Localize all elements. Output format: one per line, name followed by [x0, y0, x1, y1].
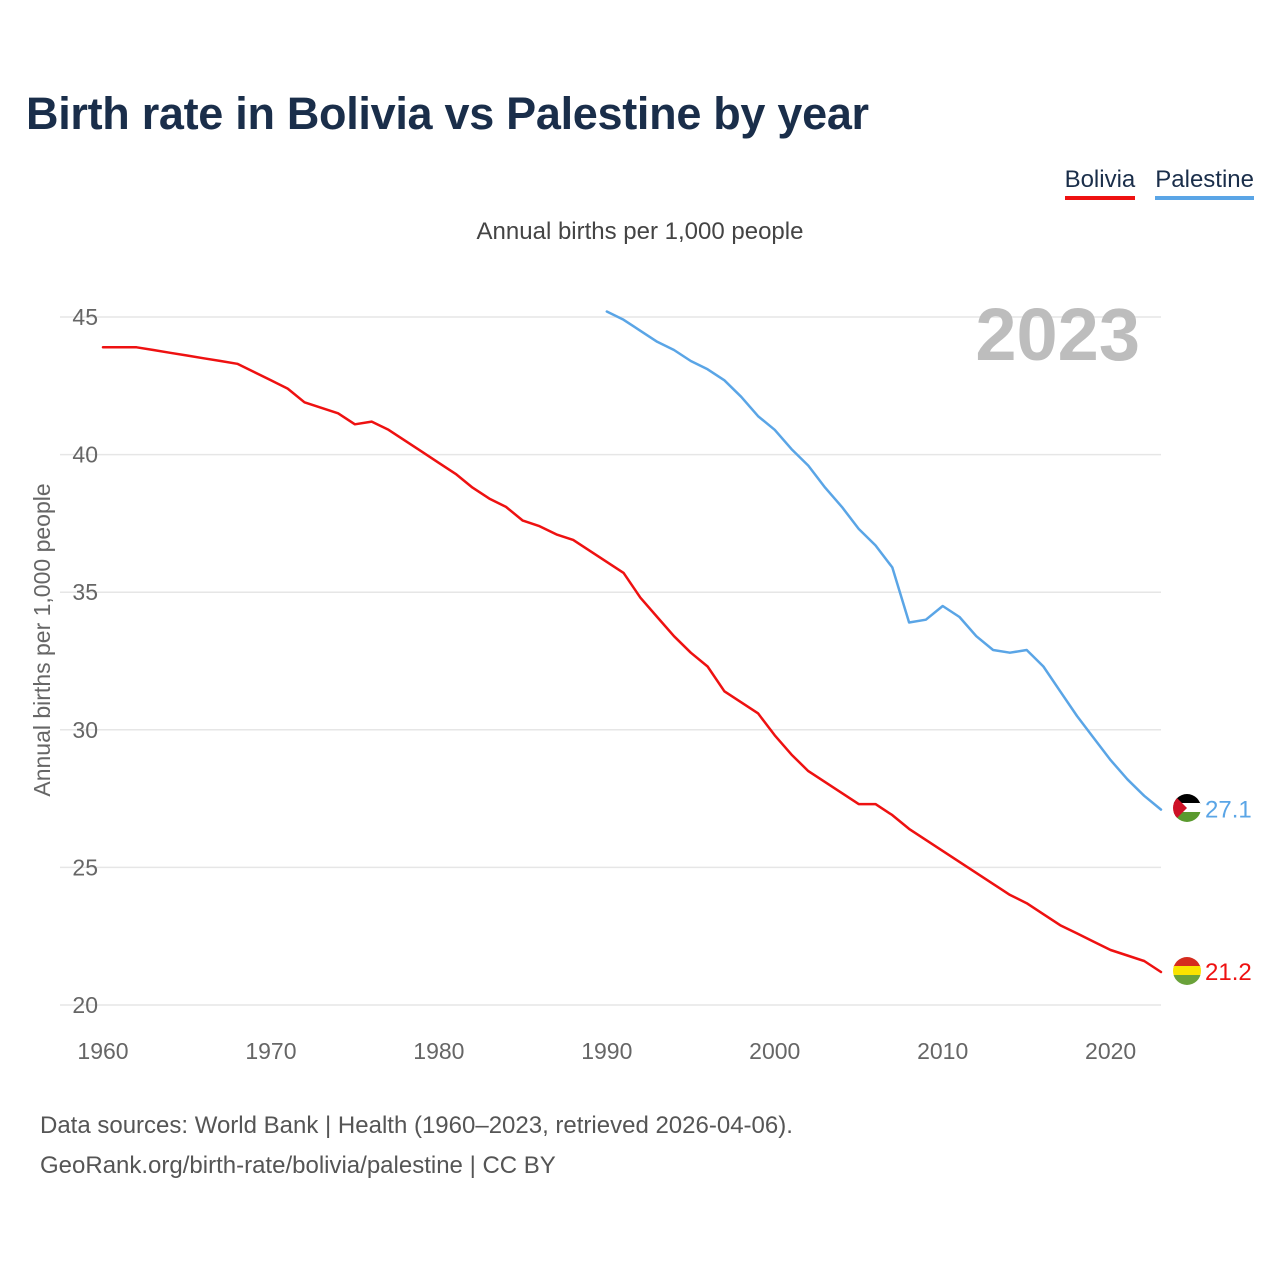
y-tick-label: 20	[72, 992, 98, 1018]
x-tick-label: 2000	[749, 1038, 800, 1064]
y-tick-label: 40	[72, 442, 98, 468]
x-tick-label: 1960	[77, 1038, 128, 1064]
series-line-bolivia	[101, 346, 1163, 974]
y-axis-label: Annual births per 1,000 people	[29, 483, 55, 796]
end-value-label-bolivia: 21.2	[1205, 959, 1252, 986]
sources-line-1: Data sources: World Bank | Health (1960–…	[40, 1112, 793, 1139]
legend: Bolivia Palestine	[1064, 166, 1254, 200]
year-watermark: 2023	[975, 293, 1140, 376]
x-tick-label: 1970	[245, 1038, 296, 1064]
legend-item-bolivia[interactable]: Bolivia	[1064, 166, 1136, 200]
y-tick-label: 45	[72, 304, 98, 330]
sources-line-2[interactable]: GeoRank.org/birth-rate/bolivia/palestine…	[40, 1152, 556, 1179]
x-tick-label: 1990	[581, 1038, 632, 1064]
series-line-palestine	[605, 310, 1163, 811]
x-tick-label: 2010	[917, 1038, 968, 1064]
page-title: Birth rate in Bolivia vs Palestine by ye…	[26, 88, 869, 139]
palestine-flag-icon	[1173, 794, 1201, 822]
data-sources: Data sources: World Bank | Health (1960–…	[40, 1106, 793, 1186]
y-tick-label: 30	[72, 717, 98, 743]
end-value-label-palestine: 27.1	[1205, 797, 1252, 824]
bolivia-flag-icon	[1173, 957, 1201, 985]
y-tick-label: 35	[72, 579, 98, 605]
chart-subtitle: Annual births per 1,000 people	[476, 218, 804, 245]
y-tick-label: 25	[72, 854, 98, 880]
x-tick-label: 2020	[1085, 1038, 1136, 1064]
x-tick-label: 1980	[413, 1038, 464, 1064]
legend-item-palestine[interactable]: Palestine	[1155, 166, 1254, 200]
